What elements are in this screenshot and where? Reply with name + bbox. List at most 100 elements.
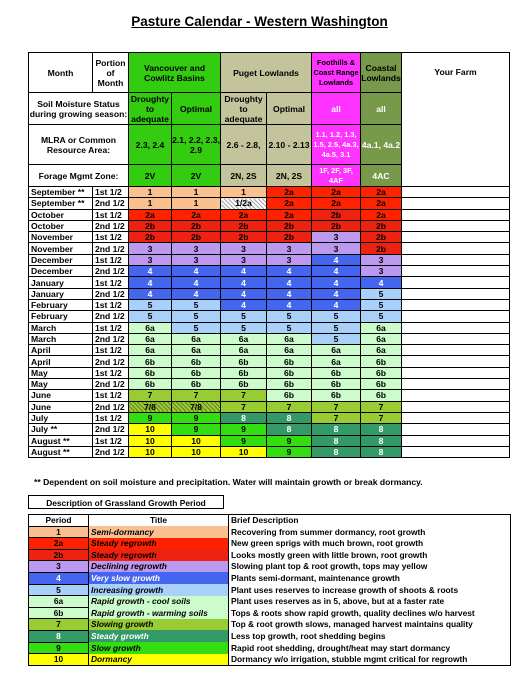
legend-title-cell: Steady regrowth [88,537,229,550]
period-cell: 3 [266,253,313,267]
soil-cell: Droughty to adequate [128,92,172,125]
your-farm-cell[interactable] [401,276,511,289]
period-cell: 7 [170,389,222,402]
period-cell: 2a [220,208,268,221]
period-cell: 6b [220,378,268,391]
period-cell: 5 [170,321,222,334]
period-cell: 2b [311,208,362,221]
period-cell: 4 [128,276,172,289]
month-cell: January [28,287,93,300]
period-cell: 2b [220,231,268,244]
your-farm-cell[interactable] [401,231,511,244]
your-farm-cell[interactable] [401,423,511,436]
calendar-row: July 1st 1/2 9 9 8 8 7 7 [28,411,511,425]
your-farm-cell[interactable] [401,389,511,402]
period-cell: 6a [220,332,268,346]
period-cell: 5 [128,298,172,312]
soil-cell: Droughty to adequate [220,92,268,125]
forage-cell: 2V [170,164,222,187]
period-cell: 6b [311,366,362,380]
your-farm-cell[interactable] [401,344,511,357]
month-cell: April [28,344,93,357]
period-cell: 8 [266,411,313,425]
period-cell: 2a [360,185,403,199]
portion-header: Portion of Month [92,52,129,93]
period-cell: 7 [311,400,362,413]
mlra-cell: 2.3, 2.4 [128,124,172,165]
your-farm-cell[interactable] [401,355,511,368]
period-cell: 10 [170,445,222,459]
period-cell: 2a [360,208,403,221]
your-farm-cell[interactable] [401,219,511,233]
period-cell: 4 [170,276,222,289]
period-cell: 7 [128,389,172,402]
legend-row: 6b Rapid growth - warming soils Tops & roo… [28,607,511,620]
period-cell: 9 [128,411,172,425]
period-cell: 6a [170,332,222,346]
period-cell: 5 [170,298,222,312]
legend-description: Plant uses reserves as in 5, above, but … [228,595,511,608]
period-cell: 7 [266,400,313,413]
period-cell: 2b [266,219,313,233]
legend-title-cell: Declining regrowth [88,560,229,573]
calendar-row: March 2nd 1/2 6a 6a 6a 6a 5 6a [28,332,511,346]
your-farm-cell[interactable] [401,197,511,210]
your-farm-cell[interactable] [401,208,511,221]
month-cell: February [28,298,93,312]
legend-title-cell: Steady growth [88,630,229,643]
period-cell: 7 [360,411,403,425]
legend-description: Less top growth, root shedding begins [228,630,511,643]
your-farm-cell[interactable] [401,265,511,278]
period-cell: 6b [170,355,222,368]
calendar-row: December 1st 1/2 3 3 3 3 4 3 [28,253,511,267]
period-cell: 2a [360,197,403,210]
your-farm-cell[interactable] [401,253,511,267]
your-farm-cell[interactable] [401,332,511,346]
your-farm-cell[interactable] [401,434,511,447]
portion-cell: 1st 1/2 [92,276,129,289]
period-cell: 5 [220,310,268,323]
legend-description: Recovering from summer dormancy, root gr… [228,526,511,538]
legend-period: 9 [28,642,89,655]
forage-cell: 2V [128,164,172,187]
period-cell: 3 [360,265,403,278]
period-cell: 8 [311,423,362,436]
legend-period: 7 [28,618,89,631]
legend-period-header: Period [28,514,89,527]
your-farm-cell[interactable] [401,411,511,425]
period-cell: 10 [128,423,172,436]
calendar-row: February 1st 1/2 5 5 4 4 4 5 [28,298,511,312]
period-cell: 1 [170,185,222,199]
your-farm-cell[interactable] [401,400,511,413]
period-cell: 6b [128,378,172,391]
period-cell: 6b [128,366,172,380]
legend-row: 4 Very slow growth Plants semi-dormant, ma… [28,572,511,585]
your-farm-cell[interactable] [401,287,511,300]
your-farm-cell[interactable] [401,378,511,391]
your-farm-cell[interactable] [401,321,511,334]
period-cell: 6b [266,378,313,391]
period-cell: 4 [311,287,362,300]
your-farm-cell[interactable] [401,185,511,199]
period-cell: 5 [170,310,222,323]
your-farm-cell[interactable] [401,310,511,323]
your-farm-cell[interactable] [401,298,511,312]
legend-description: Slowing plant top & root growth, tops ma… [228,560,511,573]
period-cell: 1 [170,197,222,210]
legend-title-cell: Semi-dormancy [88,526,229,538]
your-farm-cell[interactable] [401,242,511,255]
month-header: Month [28,52,93,93]
legend-period: 4 [28,572,89,585]
calendar-row: February 2nd 1/2 5 5 5 5 5 5 [28,310,511,323]
portion-cell: 1st 1/2 [92,298,129,312]
forage-cell: 4AC [360,164,403,187]
period-cell: 4 [360,276,403,289]
your-farm-cell[interactable] [401,445,511,459]
period-cell: 2a [311,197,362,210]
your-farm-cell[interactable] [401,366,511,380]
period-cell: 6b [220,366,268,380]
month-cell: September ** [28,197,93,210]
period-cell: 2b [360,242,403,255]
legend-period: 10 [28,653,89,666]
month-cell: October [28,219,93,233]
